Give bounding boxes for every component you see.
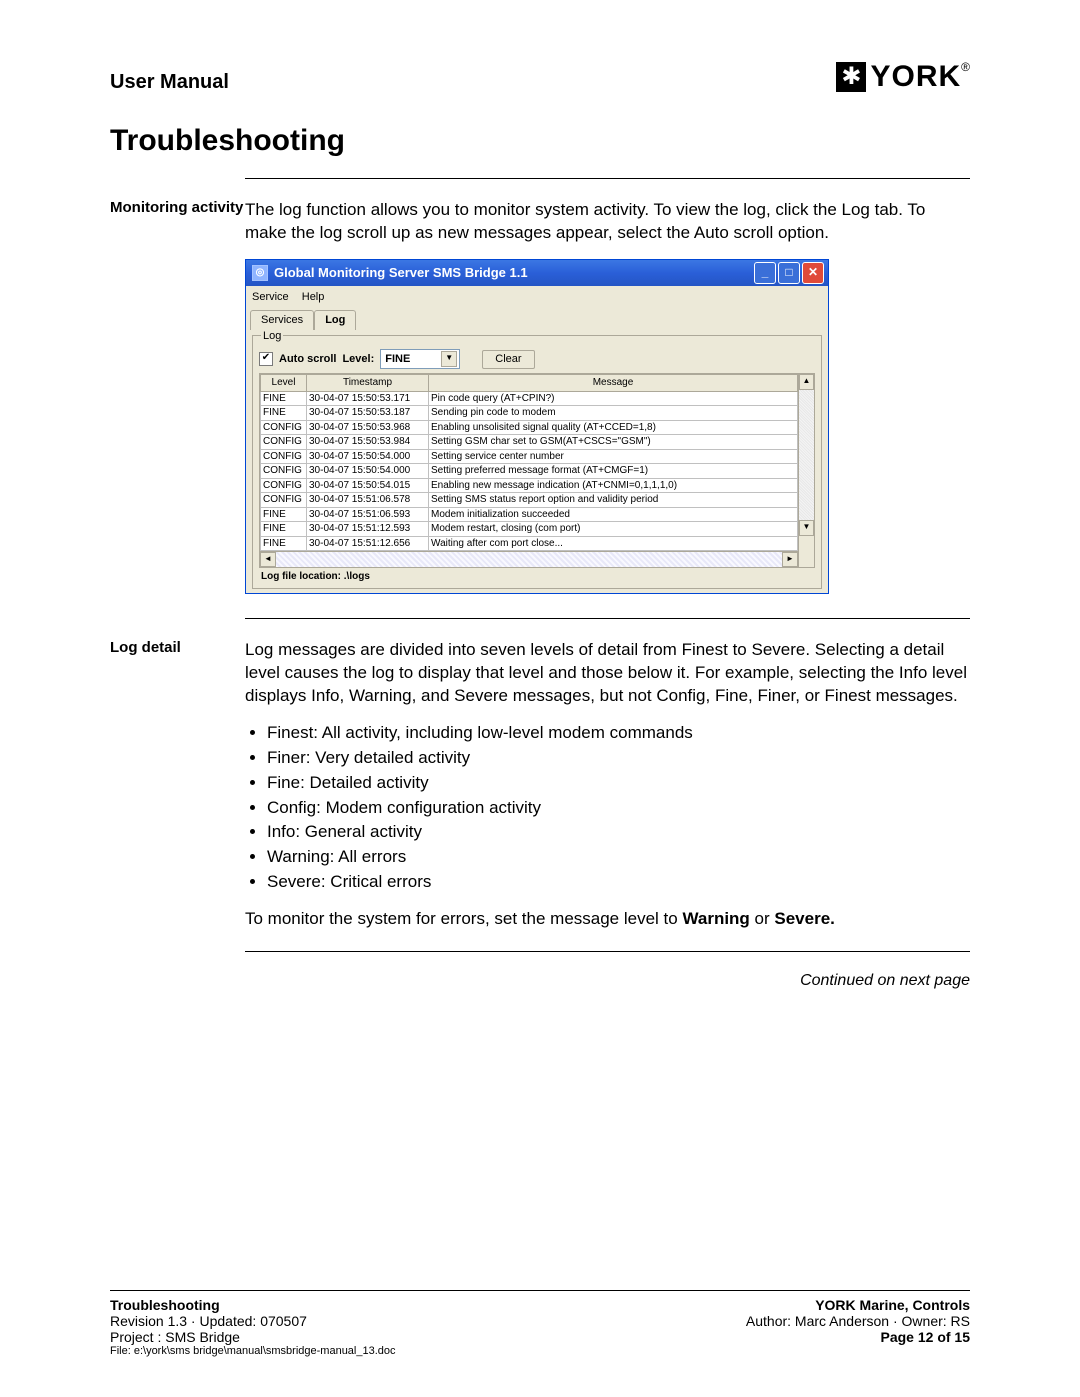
table-row[interactable]: FINE30-04-07 15:51:12.656Waiting after c…	[261, 536, 798, 551]
table-row[interactable]: CONFIG30-04-07 15:51:06.578Setting SMS s…	[261, 493, 798, 508]
scroll-right-icon[interactable]: ►	[782, 552, 798, 567]
section-label: Log detail	[110, 639, 245, 931]
footer-section: Troubleshooting	[110, 1297, 220, 1313]
list-item: Severe: Critical errors	[267, 871, 970, 894]
table-row[interactable]: CONFIG30-04-07 15:50:54.015Enabling new …	[261, 478, 798, 493]
table-row[interactable]: CONFIG30-04-07 15:50:53.984Setting GSM c…	[261, 435, 798, 450]
table-row[interactable]: FINE30-04-07 15:50:53.171Pin code query …	[261, 391, 798, 406]
tab-log[interactable]: Log	[314, 310, 356, 330]
page-footer: Troubleshooting Revision 1.3 · Updated: …	[110, 1290, 970, 1357]
log-panel: Log ✔ Auto scroll Level: FINE ▼ Clear	[252, 329, 822, 589]
table-row[interactable]: CONFIG30-04-07 15:50:54.000Setting prefe…	[261, 464, 798, 479]
close-button[interactable]: ✕	[802, 262, 824, 284]
scroll-down-icon[interactable]: ▼	[799, 520, 814, 536]
table-row[interactable]: CONFIG30-04-07 15:50:53.968Enabling unso…	[261, 420, 798, 435]
divider	[245, 178, 970, 179]
tab-services[interactable]: Services	[250, 310, 314, 330]
minimize-button[interactable]: _	[754, 262, 776, 284]
footer-author: Author: Marc Anderson · Owner: RS	[746, 1313, 970, 1329]
list-item: Finer: Very detailed activity	[267, 747, 970, 770]
log-table: Level Timestamp Message FINE30-04-07 15:…	[260, 374, 798, 551]
log-detail-p2: To monitor the system for errors, set th…	[245, 908, 970, 931]
maximize-button[interactable]: □	[778, 262, 800, 284]
menu-help[interactable]: Help	[302, 291, 325, 303]
level-value: FINE	[385, 352, 410, 367]
detail-levels-list: Finest: All activity, including low-leve…	[267, 722, 970, 895]
footer-file: File: e:\york\sms bridge\manual\smsbridg…	[110, 1345, 396, 1357]
log-detail-p1: Log messages are divided into seven leve…	[245, 639, 970, 708]
col-level[interactable]: Level	[261, 375, 307, 392]
table-row[interactable]: FINE30-04-07 15:51:12.593Modem restart, …	[261, 522, 798, 537]
list-item: Info: General activity	[267, 821, 970, 844]
menu-service[interactable]: Service	[252, 291, 289, 303]
list-item: Fine: Detailed activity	[267, 772, 970, 795]
footer-project: Project : SMS Bridge	[110, 1329, 396, 1345]
footer-revision: Revision 1.3 · Updated: 070507	[110, 1313, 396, 1329]
tab-bar: Services Log	[250, 309, 824, 329]
section-monitoring: Monitoring activity The log function all…	[110, 199, 970, 598]
footer-company: YORK Marine, Controls	[815, 1297, 970, 1313]
autoscroll-checkbox[interactable]: ✔	[259, 352, 273, 366]
snowflake-icon: ✱	[836, 62, 866, 92]
col-message[interactable]: Message	[429, 375, 798, 392]
level-label: Level:	[342, 352, 374, 367]
table-row[interactable]: CONFIG30-04-07 15:50:54.000Setting servi…	[261, 449, 798, 464]
menu-bar: Service Help	[250, 288, 824, 307]
table-row[interactable]: FINE30-04-07 15:51:06.593Modem initializ…	[261, 507, 798, 522]
continued-note: Continued on next page	[245, 972, 970, 990]
list-item: Finest: All activity, including low-leve…	[267, 722, 970, 745]
dropdown-arrow-icon: ▼	[441, 351, 457, 367]
horizontal-scrollbar[interactable]: ◄ ►	[260, 551, 798, 567]
section-body-text: The log function allows you to monitor s…	[245, 199, 970, 245]
divider	[245, 618, 970, 619]
col-timestamp[interactable]: Timestamp	[307, 375, 429, 392]
section-label: Monitoring activity	[110, 199, 245, 598]
york-logo: ✱ YORK®	[836, 60, 970, 94]
window-title: Global Monitoring Server SMS Bridge 1.1	[274, 264, 528, 282]
logo-text: YORK	[870, 60, 961, 93]
divider	[245, 951, 970, 952]
table-row[interactable]: FINE30-04-07 15:50:53.187Sending pin cod…	[261, 406, 798, 421]
section-log-detail: Log detail Log messages are divided into…	[110, 639, 970, 931]
list-item: Config: Modem configuration activity	[267, 797, 970, 820]
log-legend: Log	[261, 329, 283, 344]
footer-page: Page 12 of 15	[881, 1329, 971, 1345]
logo-reg: ®	[961, 60, 970, 74]
scroll-left-icon[interactable]: ◄	[260, 552, 276, 567]
app-window: ◎ Global Monitoring Server SMS Bridge 1.…	[245, 259, 829, 594]
app-icon: ◎	[252, 265, 268, 281]
list-item: Warning: All errors	[267, 846, 970, 869]
logfile-location: Log file location: .\logs	[259, 568, 815, 584]
clear-button[interactable]: Clear	[482, 350, 534, 369]
level-select[interactable]: FINE ▼	[380, 349, 460, 369]
autoscroll-label: Auto scroll	[279, 352, 336, 367]
page-header: User Manual ✱ YORK®	[110, 60, 970, 94]
scroll-up-icon[interactable]: ▲	[799, 374, 814, 390]
page-title: Troubleshooting	[110, 124, 970, 158]
manual-title: User Manual	[110, 71, 229, 94]
vertical-scrollbar[interactable]: ▲ ▼	[798, 374, 814, 567]
window-titlebar[interactable]: ◎ Global Monitoring Server SMS Bridge 1.…	[246, 260, 828, 286]
